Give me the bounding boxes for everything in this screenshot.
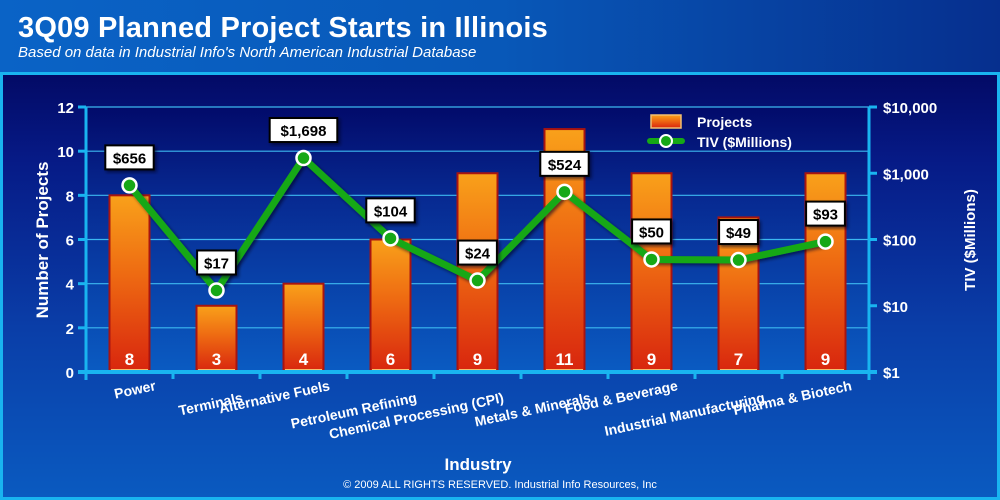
y-tick-label: 6	[66, 233, 74, 250]
y-tick-label: 2	[66, 321, 74, 338]
tiv-marker	[730, 251, 747, 269]
x-tick-label: Power	[113, 377, 158, 402]
tiv-marker	[556, 183, 573, 201]
bar-projects	[282, 282, 325, 373]
x-axis-label: Industry	[444, 455, 512, 474]
chart-title: 3Q09 Planned Project Starts in Illinois	[18, 12, 548, 44]
y2-axis-label: TIV ($Millions)	[962, 189, 979, 291]
tiv-label-box	[539, 150, 590, 177]
tiv-data-label: $50	[639, 224, 664, 241]
tiv-label-box	[805, 200, 846, 227]
tiv-marker	[382, 230, 399, 247]
bar-value-label: 3	[212, 350, 221, 369]
bar-value-label: 4	[299, 350, 309, 369]
legend-label-tiv: TIV ($Millions)	[697, 134, 792, 150]
bar-value-label: 11	[556, 350, 574, 369]
tiv-data-label: $24	[465, 246, 491, 263]
y-tick-label: 4	[66, 277, 75, 294]
y-tick-label: 8	[66, 188, 74, 205]
y-tick-label: 10	[57, 144, 74, 161]
tiv-marker	[295, 149, 312, 167]
tiv-data-label: $104	[374, 203, 408, 220]
tiv-marker	[208, 282, 225, 299]
y-axis-label: Number of Projects	[33, 162, 52, 319]
bar-value-label: 9	[473, 350, 482, 369]
tiv-data-label: $93	[813, 207, 838, 224]
tiv-marker	[817, 233, 834, 250]
bar-value-label: 9	[647, 350, 656, 369]
y2-tick-label: $10,000	[883, 100, 937, 117]
y2-tick-label: $100	[883, 233, 916, 250]
tiv-data-label: $17	[204, 255, 229, 272]
tiv-data-label: $524	[548, 157, 582, 174]
tiv-label-box	[268, 117, 339, 144]
tiv-label-box	[104, 144, 155, 171]
bar-value-label: 9	[821, 350, 830, 369]
y-tick-label: 0	[66, 365, 74, 382]
bar-projects	[630, 172, 673, 373]
bar-value-label: 7	[734, 350, 743, 369]
tiv-label-box	[457, 239, 498, 266]
legend: Projects TIV ($Millions)	[647, 114, 792, 150]
tiv-label-box	[196, 249, 237, 276]
y2-tick-label: $1,000	[883, 166, 929, 183]
tiv-marker	[643, 251, 660, 268]
bar-projects	[108, 194, 151, 373]
y2-tick-label: $10	[883, 299, 908, 316]
bar-projects	[195, 304, 238, 373]
bar-value-label: 6	[386, 350, 395, 369]
tiv-label-box	[631, 218, 672, 245]
legend-label-projects: Projects	[697, 114, 752, 130]
tiv-data-label: $1,698	[281, 123, 327, 140]
copyright-text: © 2009 ALL RIGHTS RESERVED. Industrial I…	[343, 479, 657, 491]
x-tick-label: Pharma & Biotech	[732, 377, 853, 418]
bar-value-label: 8	[125, 350, 134, 369]
tiv-marker	[469, 272, 486, 289]
tiv-marker	[121, 177, 138, 194]
tiv-data-label: $49	[726, 225, 751, 242]
bar-projects	[369, 238, 412, 373]
chart-subtitle: Based on data in Industrial Info's North…	[18, 44, 477, 61]
tiv-data-label: $656	[113, 150, 146, 167]
y-tick-label: 12	[57, 100, 74, 117]
tiv-label-box	[718, 219, 759, 246]
legend-swatch-marker	[659, 134, 673, 148]
y2-tick-label: $1	[883, 365, 900, 382]
legend-swatch-projects	[650, 114, 682, 129]
tiv-label-box	[365, 197, 416, 224]
